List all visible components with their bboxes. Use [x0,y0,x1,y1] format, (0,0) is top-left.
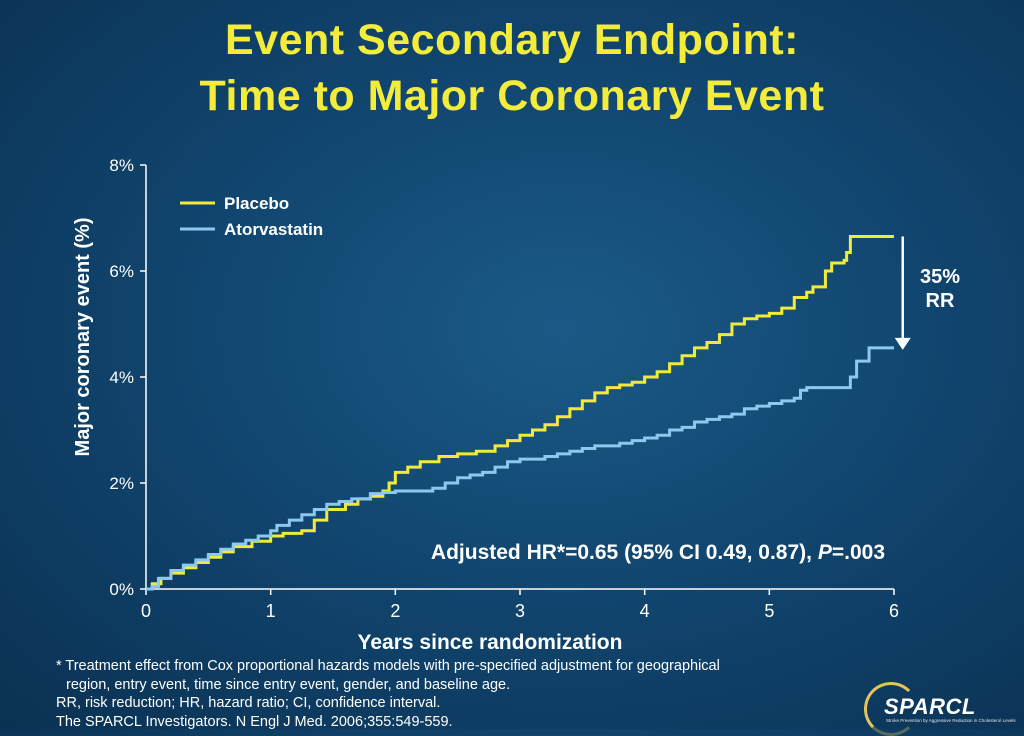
series-line-atorvastatin [146,346,894,591]
legend-label-atorvastatin: Atorvastatin [224,220,323,239]
hr-text-prefix: Adjusted HR*=0.65 (95% CI 0.49, 0.87), [431,541,818,564]
hr-text-suffix: =.003 [832,541,885,564]
legend-label-placebo: Placebo [224,194,289,213]
hr-annotation: Adjusted HR*=0.65 (95% CI 0.49, 0.87), P… [431,541,885,564]
sparcl-logo: SPARCL Stroke Prevention by Aggressive R… [862,680,1022,736]
y-tick-label: 8% [109,156,134,175]
series-line-placebo [146,235,894,591]
footnote-line-3: RR, risk reduction; HR, hazard ratio; CI… [56,695,441,711]
logo-tagline: Stroke Prevention by Aggressive Reductio… [886,718,1016,723]
rr-label: RR [926,290,955,312]
footnote-line-1: * Treatment effect from Cox proportional… [56,658,720,674]
y-axis-label: Major coronary event (%) [72,218,94,457]
slide-title: Event Secondary Endpoint: Time to Major … [0,12,1024,124]
x-axis-label: Years since randomization [358,631,623,654]
x-tick-label: 0 [141,601,151,621]
x-tick-label: 4 [640,601,650,621]
x-tick-label: 1 [266,601,276,621]
footnote-block: * Treatment effect from Cox proportional… [56,657,876,731]
x-tick-label: 3 [515,601,525,621]
hr-text-p: P [818,541,833,564]
y-tick-label: 0% [109,580,134,599]
footnote-line-4: The SPARCL Investigators. N Engl J Med. … [56,713,453,730]
rr-arrow-head-icon [894,337,911,350]
footnote-line-2: region, entry event, time since entry ev… [66,676,511,693]
title-line-1: Event Secondary Endpoint: [225,16,799,64]
y-tick-label: 2% [109,474,134,493]
y-tick-label: 6% [109,262,134,281]
logo-name: SPARCL [884,694,976,719]
y-tick-label: 4% [109,368,134,387]
x-tick-label: 6 [889,601,899,621]
rr-value: 35% [920,266,960,288]
x-tick-label: 2 [390,601,400,621]
title-line-2: Time to Major Coronary Event [199,72,825,120]
x-tick-label: 5 [764,601,774,621]
